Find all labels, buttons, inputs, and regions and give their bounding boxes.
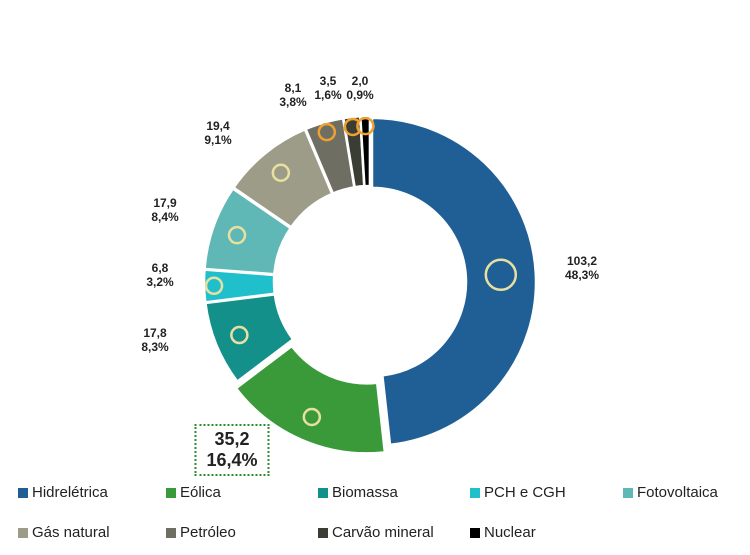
hydro-icon bbox=[484, 258, 518, 292]
legend-swatch bbox=[470, 487, 480, 498]
percent-label: 8,3% bbox=[141, 340, 169, 354]
legend-item: Eólica bbox=[166, 484, 221, 501]
data-label: 3,5 1,6% bbox=[314, 74, 341, 102]
legend-label: Petróleo bbox=[180, 524, 236, 541]
data-label: 2,0 0,9% bbox=[346, 74, 373, 102]
legend-swatch bbox=[623, 487, 633, 498]
biomass-plant-icon bbox=[230, 325, 249, 345]
data-label: 103,2 48,3% bbox=[565, 254, 599, 282]
legend-swatch bbox=[318, 527, 328, 538]
percent-label: 1,6% bbox=[314, 88, 342, 102]
data-label: 6,8 3,2% bbox=[146, 261, 173, 289]
legend-item: Gás natural bbox=[18, 524, 110, 541]
value-label: 17,9 bbox=[153, 196, 177, 210]
legend-swatch bbox=[18, 527, 28, 538]
percent-label: 16,4% bbox=[206, 450, 258, 470]
slice-hidrel-trica bbox=[370, 116, 538, 447]
legend-swatch bbox=[470, 527, 480, 538]
value-label: 8,1 bbox=[284, 81, 302, 95]
percent-label: 0,9% bbox=[346, 88, 374, 102]
radiation-icon bbox=[356, 116, 375, 136]
legend-item: Hidrelétrica bbox=[18, 484, 108, 501]
data-label: 8,1 3,8% bbox=[279, 81, 306, 109]
legend-swatch bbox=[18, 487, 28, 498]
legend-label: Gás natural bbox=[32, 524, 110, 541]
water-energy-icon bbox=[204, 276, 224, 296]
data-label: 35,2 16,4% bbox=[194, 424, 270, 476]
legend-item: Petróleo bbox=[166, 524, 236, 541]
legend-label: PCH e CGH bbox=[484, 484, 566, 501]
legend-item: Biomassa bbox=[318, 484, 398, 501]
value-label: 6,8 bbox=[151, 261, 169, 275]
value-label: 35,2 bbox=[214, 429, 250, 449]
legend-swatch bbox=[166, 487, 176, 498]
legend-label: Hidrelétrica bbox=[32, 484, 108, 501]
legend-label: Fotovoltaica bbox=[637, 484, 718, 501]
percent-label: 48,3% bbox=[564, 268, 600, 282]
legend-label: Nuclear bbox=[484, 524, 536, 541]
percent-label: 8,4% bbox=[151, 210, 179, 224]
percent-label: 9,1% bbox=[204, 133, 232, 147]
value-label: 2,0 bbox=[351, 74, 369, 88]
value-label: 103,2 bbox=[566, 254, 598, 268]
legend-item: Carvão mineral bbox=[318, 524, 434, 541]
oil-barrel-icon bbox=[317, 122, 337, 142]
flame-icon bbox=[271, 163, 291, 183]
legend-label: Eólica bbox=[180, 484, 221, 501]
percent-label: 3,8% bbox=[279, 95, 307, 109]
legend-item: Fotovoltaica bbox=[623, 484, 718, 501]
legend-swatch bbox=[166, 527, 176, 538]
slice-e-lica bbox=[234, 344, 387, 455]
value-label: 19,4 bbox=[206, 119, 230, 133]
legend-item: PCH e CGH bbox=[470, 484, 566, 501]
wind-turbine-icon bbox=[302, 407, 322, 427]
value-label: 3,5 bbox=[319, 74, 337, 88]
legend-item: Nuclear bbox=[470, 524, 536, 541]
legend-label: Carvão mineral bbox=[332, 524, 434, 541]
data-label: 17,9 8,4% bbox=[151, 196, 178, 224]
legend-swatch bbox=[318, 487, 328, 498]
legend-label: Biomassa bbox=[332, 484, 398, 501]
solar-panel-icon bbox=[227, 225, 247, 245]
data-label: 19,4 9,1% bbox=[204, 119, 231, 147]
value-label: 17,8 bbox=[143, 326, 167, 340]
percent-label: 3,2% bbox=[146, 275, 174, 289]
data-label: 17,8 8,3% bbox=[141, 326, 168, 354]
